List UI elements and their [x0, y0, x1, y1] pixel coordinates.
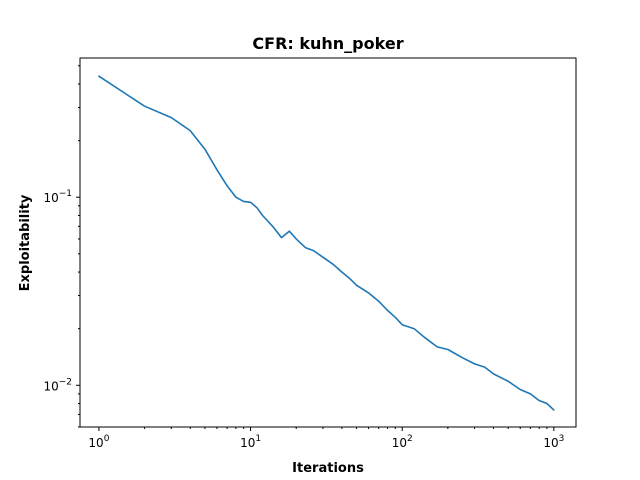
x-tick-label: 100 [88, 434, 109, 450]
x-tick-label: 101 [240, 434, 261, 450]
axes-frame [79, 57, 577, 428]
plot-area [98, 75, 555, 411]
chart-title: CFR: kuhn_poker [252, 34, 403, 53]
y-tick-label: 10−1 [43, 189, 72, 205]
series-line [98, 75, 555, 411]
axis-ticks: 100 101 102 103 10−1 10−2 [43, 65, 564, 450]
x-tick-label: 103 [543, 434, 564, 450]
x-tick-label: 102 [392, 434, 413, 450]
y-tick-label: 10−2 [43, 377, 72, 393]
y-axis-label: Exploitability [18, 194, 33, 291]
x-axis-label: Iterations [292, 461, 364, 476]
